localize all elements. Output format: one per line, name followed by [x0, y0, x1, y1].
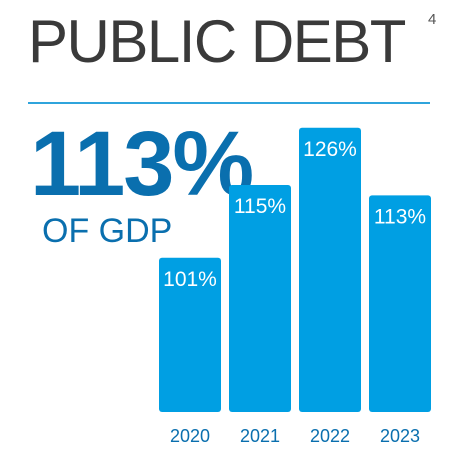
data-label-2023: 113%	[374, 205, 426, 228]
data-label-2021: 115%	[234, 195, 286, 218]
data-label-2022: 126%	[303, 138, 357, 161]
title-divider	[28, 102, 430, 104]
bar-2020	[159, 257, 221, 412]
x-tick-2021: 2021	[240, 426, 280, 446]
x-tick-2023: 2023	[380, 426, 420, 446]
x-tick-2020: 2020	[170, 426, 210, 446]
x-tick-2022: 2022	[310, 426, 350, 446]
footnote-marker: 4	[428, 11, 437, 28]
bar-2021	[229, 185, 291, 412]
page-title: PUBLIC DEBT	[28, 8, 406, 75]
bar-2022	[299, 127, 361, 413]
headline-value: 113%	[30, 113, 254, 215]
bar-2023	[369, 195, 431, 412]
headline-label: OF GDP	[42, 212, 173, 250]
data-label-2020: 101%	[163, 268, 217, 291]
